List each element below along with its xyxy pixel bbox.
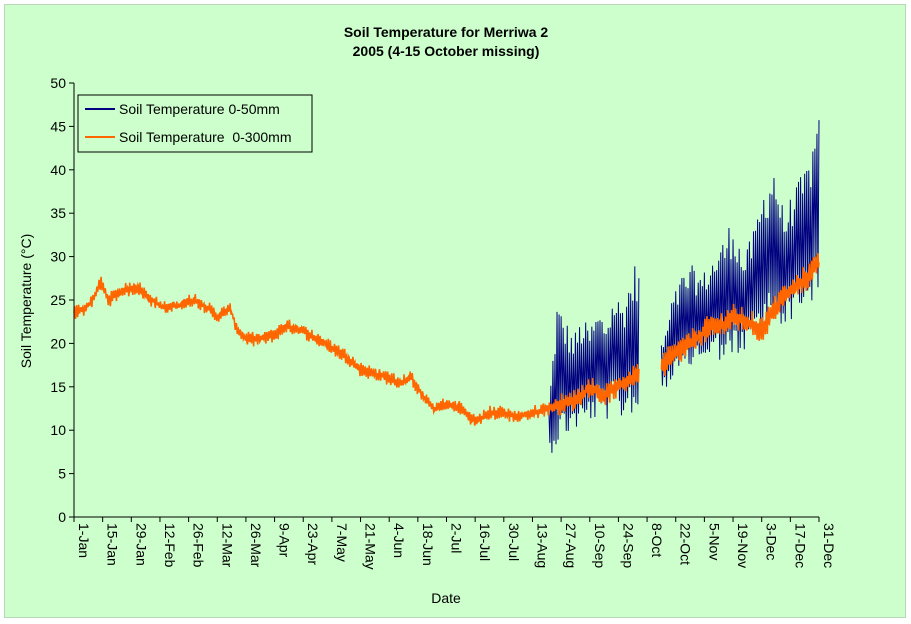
x-tick-label-17-Dec: 17-Dec [792, 523, 808, 568]
y-tick-label-0: 0 [58, 509, 66, 525]
x-tick-label-7-May: 7-May [334, 523, 350, 562]
y-tick-label-45: 45 [50, 118, 66, 134]
y-tick-label-5: 5 [58, 466, 66, 482]
y-tick-label-50: 50 [50, 75, 66, 91]
legend-label-0-300mm: Soil Temperature 0-300mm [119, 129, 291, 145]
x-tick-label-26-Feb: 26-Feb [191, 523, 207, 568]
x-tick-label-2-Jul: 2-Jul [449, 523, 465, 553]
x-tick-label-5-Nov: 5-Nov [706, 523, 722, 560]
chart-subtitle: 2005 (4-15 October missing) [353, 43, 540, 59]
y-tick-label-25: 25 [50, 292, 66, 308]
chart-title: Soil Temperature for Merriwa 2 [344, 24, 549, 40]
x-tick-label-12-Feb: 12-Feb [162, 523, 178, 568]
x-tick-label-1-Jan: 1-Jan [76, 523, 92, 558]
x-tick-label-18-Jun: 18-Jun [420, 523, 436, 566]
series-line-0-50mm-2 [660, 120, 820, 387]
y-tick-label-35: 35 [50, 205, 66, 221]
x-tick-label-26-Mar: 26-Mar [248, 523, 264, 568]
y-tick-label-40: 40 [50, 162, 66, 178]
x-tick-label-21-May: 21-May [363, 523, 379, 570]
x-tick-label-23-Apr: 23-Apr [305, 523, 321, 565]
y-tick-label-15: 15 [50, 379, 66, 395]
y-axis-label: Soil Temperature (°C) [18, 234, 34, 369]
legend: Soil Temperature 0-50mm Soil Temperature… [77, 94, 313, 153]
series-line-0-300mm-2 [660, 253, 820, 376]
x-tick-label-13-Aug: 13-Aug [534, 523, 550, 568]
x-tick-label-9-Apr: 9-Apr [277, 523, 293, 558]
x-tick-label-4-Jun: 4-Jun [391, 523, 407, 558]
x-axis-label: Date [431, 590, 461, 606]
legend-label-0-50mm: Soil Temperature 0-50mm [119, 101, 280, 117]
series-layer [73, 120, 820, 453]
x-tick-label-24-Sep: 24-Sep [620, 523, 636, 568]
x-tick-label-3-Dec: 3-Dec [764, 523, 780, 560]
x-tick-label-29-Jan: 29-Jan [133, 523, 149, 566]
chart-svg: Soil Temperature for Merriwa 2 2005 (4-1… [18, 24, 837, 606]
x-tick-label-19-Nov: 19-Nov [735, 523, 751, 568]
x-tick-label-22-Oct: 22-Oct [678, 523, 694, 565]
x-tick-label-12-Mar: 12-Mar [219, 523, 235, 568]
axes-layer: 0 5 10 15 20 25 30 35 40 45 50 1-Jan 15-Jan 29-Jan 12-… [50, 75, 837, 570]
y-tick-label-30: 30 [50, 249, 66, 265]
x-tick-label-27-Aug: 27-Aug [563, 523, 579, 568]
x-tick-label-31-Dec: 31-Dec [821, 523, 837, 568]
y-tick-label-10: 10 [50, 422, 66, 438]
x-tick-label-15-Jan: 15-Jan [105, 523, 121, 566]
x-tick-label-30-Jul: 30-Jul [506, 523, 522, 561]
legend-box [77, 94, 313, 153]
series-line-0-300mm-1 [73, 276, 640, 426]
chart-area: Soil Temperature for Merriwa 2 2005 (4-1… [4, 4, 906, 618]
x-tick-label-8-Oct: 8-Oct [649, 523, 665, 557]
x-tick-label-10-Sep: 10-Sep [592, 523, 608, 568]
x-tick-label-16-Jul: 16-Jul [477, 523, 493, 561]
y-tick-label-20: 20 [50, 335, 66, 351]
